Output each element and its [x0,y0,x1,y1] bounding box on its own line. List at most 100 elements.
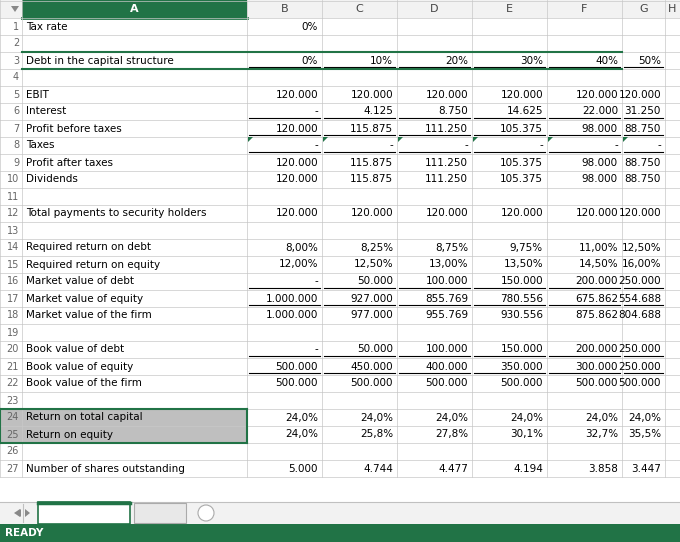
Text: 10: 10 [7,175,19,184]
Bar [0,205,680,222]
Text: 24,0%: 24,0% [628,412,661,423]
Text: 2: 2 [13,38,19,48]
Text: 250.000: 250.000 [618,362,661,371]
Text: Required return on equity: Required return on equity [26,260,160,269]
Text: 8,25%: 8,25% [360,242,393,253]
Text: WACC: WACC [143,508,177,518]
Bar [0,375,680,392]
Text: 22: 22 [7,378,19,389]
Text: Tax rate: Tax rate [26,22,67,31]
Text: D: D [430,4,439,14]
Bar [0,307,680,324]
Bar [0,171,680,188]
Text: 16: 16 [7,276,19,287]
Text: 50.000: 50.000 [357,276,393,287]
Text: 120.000: 120.000 [575,89,618,100]
Text: 8,75%: 8,75% [435,242,468,253]
Text: Required return on debt: Required return on debt [26,242,151,253]
Text: 150.000: 150.000 [500,276,543,287]
Text: Total payments to security holders: Total payments to security holders [26,209,207,218]
Text: 875.862: 875.862 [575,311,618,320]
Text: 105.375: 105.375 [500,124,543,133]
Text: -: - [658,140,661,151]
Text: 11: 11 [7,191,19,202]
Text: 27: 27 [7,463,19,474]
Text: 500.000: 500.000 [275,362,318,371]
Text: 14: 14 [7,242,19,253]
Text: 0%: 0% [302,22,318,31]
Bar [0,460,680,477]
Text: Number of shares outstanding: Number of shares outstanding [26,463,185,474]
Text: 24,0%: 24,0% [360,412,393,423]
Text: 120.000: 120.000 [500,89,543,100]
Polygon shape [398,137,403,142]
Polygon shape [11,6,19,12]
Text: 24,0%: 24,0% [585,412,618,423]
Text: 350.000: 350.000 [500,362,543,371]
Polygon shape [623,137,628,142]
Text: 5: 5 [13,89,19,100]
Text: 20: 20 [7,345,19,354]
Text: 31.250: 31.250 [625,106,661,117]
Text: 12: 12 [7,209,19,218]
Text: 25,8%: 25,8% [360,429,393,440]
Text: 20%: 20% [445,55,468,66]
Text: 400.000: 400.000 [426,362,468,371]
Text: 98.000: 98.000 [582,175,618,184]
Bar [0,358,680,375]
Text: A: A [130,4,139,14]
Text: 27,8%: 27,8% [435,429,468,440]
Polygon shape [548,137,553,142]
Text: 115.875: 115.875 [350,158,393,167]
Text: Debt in the capital structure: Debt in the capital structure [26,55,174,66]
Bar [0,137,680,154]
Text: 120.000: 120.000 [575,209,618,218]
Text: 111.250: 111.250 [425,124,468,133]
Text: 927.000: 927.000 [350,294,393,304]
Text: Interest: Interest [26,106,66,117]
Polygon shape [14,509,20,517]
Text: 200.000: 200.000 [575,276,618,287]
Text: 98.000: 98.000 [582,158,618,167]
Text: 120.000: 120.000 [618,209,661,218]
Polygon shape [16,509,21,517]
Text: 12,50%: 12,50% [622,242,661,253]
Text: 8: 8 [13,140,19,151]
Text: 11,00%: 11,00% [579,242,618,253]
Text: 98.000: 98.000 [582,124,618,133]
Bar [0,443,680,460]
Text: 10%: 10% [370,55,393,66]
Text: 120.000: 120.000 [426,89,468,100]
Text: 22.000: 22.000 [582,106,618,117]
Bar [0,35,680,52]
Text: 1.000.000: 1.000.000 [266,294,318,304]
Text: 120.000: 120.000 [618,89,661,100]
Text: 150.000: 150.000 [500,345,543,354]
Text: 120.000: 120.000 [275,175,318,184]
Text: 450.000: 450.000 [350,362,393,371]
Text: 120.000: 120.000 [275,158,318,167]
Text: -: - [389,140,393,151]
Text: 6: 6 [13,106,19,117]
Text: 24: 24 [7,412,19,423]
Text: 930.556: 930.556 [500,311,543,320]
Bar [0,409,247,426]
Text: 500.000: 500.000 [575,378,618,389]
Bar [134,503,186,523]
Text: 5.000: 5.000 [288,463,318,474]
Text: -: - [314,345,318,354]
Text: 3: 3 [13,55,19,66]
Text: 13,50%: 13,50% [503,260,543,269]
Bar [0,324,680,341]
Text: 500.000: 500.000 [500,378,543,389]
Text: Market value of the firm: Market value of the firm [26,311,152,320]
Text: -: - [539,140,543,151]
Text: 855.769: 855.769 [425,294,468,304]
Text: 14.625: 14.625 [507,106,543,117]
Bar [0,290,680,307]
Text: 12,00%: 12,00% [279,260,318,269]
Text: 35,5%: 35,5% [628,429,661,440]
Text: Profit after taxes: Profit after taxes [26,158,113,167]
Bar [0,52,680,69]
Text: 8,00%: 8,00% [285,242,318,253]
